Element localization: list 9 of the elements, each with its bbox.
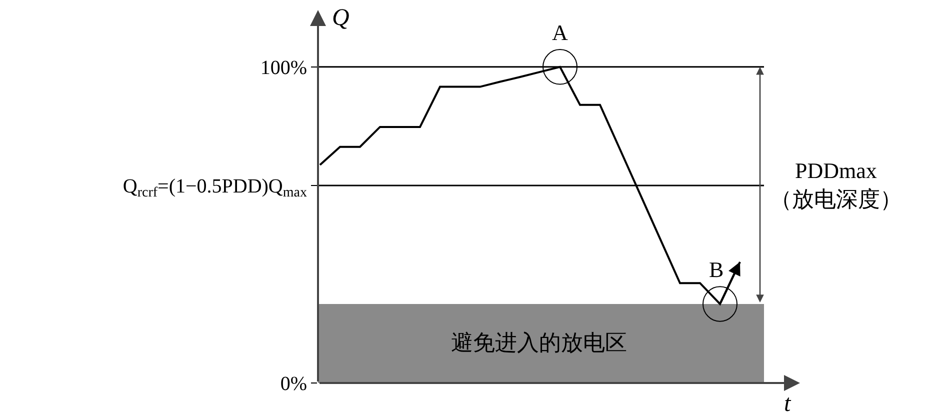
x-axis-title: t [784, 391, 792, 417]
y-tick-label: 100% [260, 56, 307, 79]
y-tick-label: 0% [280, 373, 307, 395]
y-tick-label: Q$_{rcrf}$=(1−0.5PDD)Q$_{max}$ [122, 175, 307, 201]
annotation: B [709, 257, 724, 282]
text: PDDmax （放电深度） [770, 158, 902, 212]
band-label: 避免进入的放电区 [451, 331, 627, 356]
y-axis-title: Q [332, 5, 350, 31]
annotation: A [552, 20, 568, 45]
